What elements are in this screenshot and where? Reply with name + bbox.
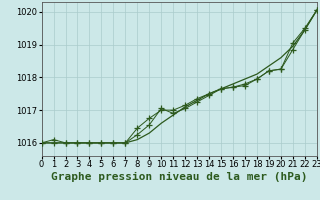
X-axis label: Graphe pression niveau de la mer (hPa): Graphe pression niveau de la mer (hPa) <box>51 172 308 182</box>
